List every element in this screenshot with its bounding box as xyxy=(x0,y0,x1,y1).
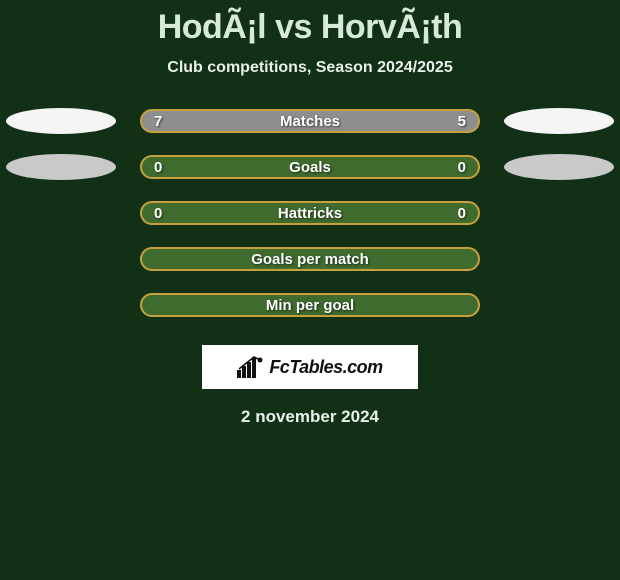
source-logo-text: FcTables.com xyxy=(269,357,382,378)
stat-rows: 7 Matches 5 0 Goals 0 0 Hattricks 0 Goal… xyxy=(0,109,620,317)
stat-label: Min per goal xyxy=(266,297,354,314)
stat-row-goals-per-match: Goals per match xyxy=(0,247,620,271)
stat-label: Goals xyxy=(289,159,331,176)
stat-row-hattricks: 0 Hattricks 0 xyxy=(0,201,620,225)
date-label: 2 november 2024 xyxy=(0,407,620,427)
player-right-indicator xyxy=(504,108,614,134)
stat-bar: 7 Matches 5 xyxy=(140,109,480,133)
player-right-indicator xyxy=(504,154,614,180)
source-logo: FcTables.com xyxy=(202,345,418,389)
stat-right-value: 5 xyxy=(458,113,466,130)
stat-label: Goals per match xyxy=(251,251,369,268)
stat-bar: Min per goal xyxy=(140,293,480,317)
stat-row-goals: 0 Goals 0 xyxy=(0,155,620,179)
subtitle: Club competitions, Season 2024/2025 xyxy=(0,59,620,77)
stat-right-value: 0 xyxy=(458,205,466,222)
stat-row-matches: 7 Matches 5 xyxy=(0,109,620,133)
player-left-indicator xyxy=(6,154,116,180)
stat-label: Matches xyxy=(280,113,340,130)
page-title: HodÃ¡l vs HorvÃ¡th xyxy=(0,0,620,47)
stat-row-min-per-goal: Min per goal xyxy=(0,293,620,317)
stat-left-value: 7 xyxy=(154,113,162,130)
stat-left-value: 0 xyxy=(154,205,162,222)
stat-right-value: 0 xyxy=(458,159,466,176)
stat-left-value: 0 xyxy=(154,159,162,176)
stat-label: Hattricks xyxy=(278,205,342,222)
stat-bar: Goals per match xyxy=(140,247,480,271)
stat-bar: 0 Hattricks 0 xyxy=(140,201,480,225)
player-left-indicator xyxy=(6,108,116,134)
stat-bar: 0 Goals 0 xyxy=(140,155,480,179)
fctables-chart-icon xyxy=(237,356,263,378)
